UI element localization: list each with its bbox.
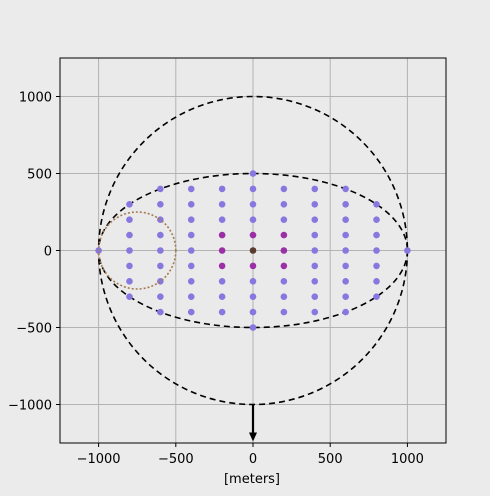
highlight-point [249, 231, 257, 239]
data-point [373, 278, 380, 285]
data-point [187, 308, 195, 316]
data-point [342, 293, 349, 301]
data-point [218, 278, 226, 285]
data-point [187, 293, 195, 301]
data-point [187, 185, 195, 193]
x-axis-label: [meters] [224, 472, 280, 487]
data-point [342, 247, 349, 254]
brown-dotted-circle [97, 211, 177, 290]
y-tick-label: −1000 [8, 399, 52, 414]
center-point [249, 247, 257, 254]
highlight-point [218, 231, 226, 239]
data-point [404, 247, 411, 254]
data-point [280, 185, 288, 193]
data-point [157, 262, 164, 270]
data-point [311, 262, 319, 270]
data-point [342, 185, 349, 193]
data-point [157, 231, 164, 239]
data-point [280, 278, 288, 285]
data-point [218, 185, 226, 193]
data-point [187, 262, 195, 270]
data-point [157, 293, 164, 301]
data-point [249, 201, 257, 208]
data-point [187, 216, 195, 223]
data-point [249, 185, 257, 193]
highlight-point [280, 247, 288, 254]
data-point [249, 293, 257, 301]
y-tick-label: 0 [44, 245, 52, 260]
data-point [126, 293, 133, 301]
data-point [126, 262, 133, 270]
data-point [342, 308, 349, 316]
x-tick-label: 500 [318, 452, 343, 467]
data-point [157, 247, 164, 254]
data-point [218, 216, 226, 223]
data-point [187, 231, 195, 239]
data-point [126, 278, 133, 285]
arrow-head [249, 432, 257, 442]
down-arrow [249, 404, 257, 442]
y-tick-label: 500 [27, 168, 52, 183]
data-point [126, 231, 133, 239]
data-point [157, 308, 164, 316]
data-point [342, 278, 349, 285]
x-tick-label: 0 [249, 452, 257, 467]
data-point [311, 247, 319, 254]
data-point [342, 262, 349, 270]
x-axis-ticks: −1000 −500 0 500 1000 [77, 443, 424, 467]
data-point [280, 201, 288, 208]
data-point [249, 324, 257, 331]
data-point [187, 247, 195, 254]
data-point [157, 201, 164, 208]
x-tick-label: 1000 [391, 452, 424, 467]
highlight-point [280, 262, 288, 270]
data-point [249, 278, 257, 285]
data-point [249, 170, 257, 177]
highlight-point [218, 262, 226, 270]
data-point [187, 201, 195, 208]
data-point [311, 185, 319, 193]
highlight-point [218, 247, 226, 254]
data-point [218, 201, 226, 208]
data-point [373, 293, 380, 301]
data-point [311, 216, 319, 223]
data-points [95, 170, 411, 331]
data-point [218, 308, 226, 316]
y-tick-label: −500 [16, 322, 52, 337]
x-tick-label: −500 [158, 452, 194, 467]
data-point [342, 201, 349, 208]
data-point [126, 216, 133, 223]
data-point [218, 293, 226, 301]
data-point [373, 216, 380, 223]
data-point [342, 216, 349, 223]
data-point [373, 247, 380, 254]
data-point [249, 216, 257, 223]
y-axis-ticks: −1000 −500 0 500 1000 [8, 91, 60, 414]
data-point [187, 278, 195, 285]
data-point [126, 201, 133, 208]
data-point [311, 293, 319, 301]
y-tick-label: 1000 [19, 91, 52, 106]
data-point [342, 231, 349, 239]
brown-circle [97, 211, 177, 290]
data-point [280, 293, 288, 301]
highlight-point [280, 231, 288, 239]
data-point [280, 308, 288, 316]
data-point [311, 308, 319, 316]
x-tick-label: −1000 [77, 452, 121, 467]
data-point [280, 216, 288, 223]
data-point [373, 201, 380, 208]
highlight-point [249, 262, 257, 270]
data-point [373, 231, 380, 239]
data-point [311, 201, 319, 208]
data-point [311, 231, 319, 239]
data-point [311, 278, 319, 285]
data-point [157, 185, 164, 193]
data-point [126, 247, 133, 254]
data-point [249, 308, 257, 316]
data-point [373, 262, 380, 270]
